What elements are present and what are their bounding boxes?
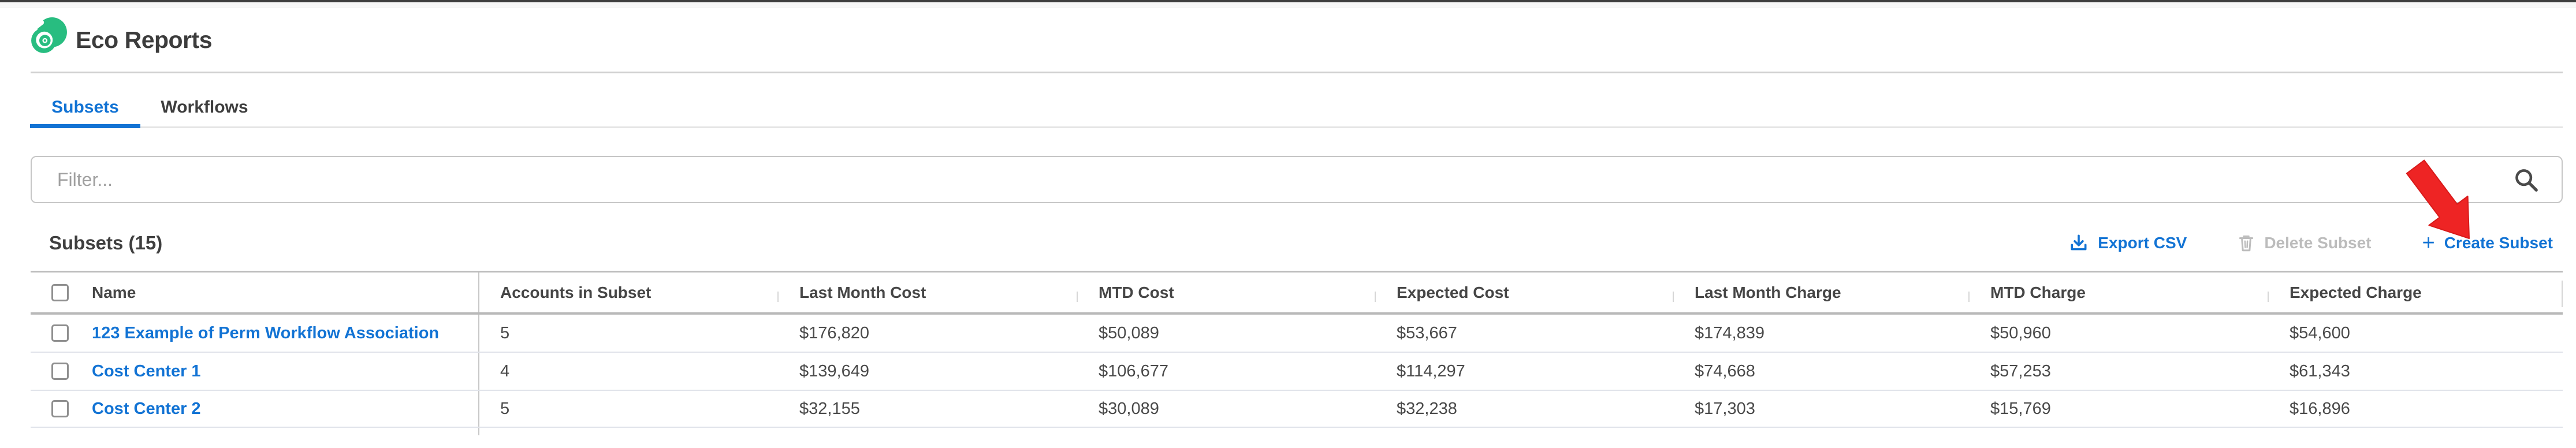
col-header-last-month-charge[interactable]: Last Month Charge xyxy=(1673,283,1968,302)
cell-expected-cost: $53,667 xyxy=(1397,323,1457,342)
search-icon[interactable] xyxy=(2513,167,2540,193)
tab-subsets[interactable]: Subsets xyxy=(51,98,119,117)
delete-subset-label: Delete Subset xyxy=(2264,234,2372,252)
col-header-expected-charge[interactable]: Expected Charge xyxy=(2268,283,2563,302)
subset-name-link[interactable]: 123 Example of Perm Workflow Association xyxy=(92,323,440,342)
page-title: Eco Reports xyxy=(76,27,213,53)
cell-mtd-cost: $30,089 xyxy=(1099,399,1159,418)
cell-mtd-charge: $50,960 xyxy=(1990,323,2051,342)
tab-workflows[interactable]: Workflows xyxy=(161,98,248,117)
cell-last-month-cost: $139,649 xyxy=(799,361,869,380)
col-header-name[interactable]: Name xyxy=(92,283,136,301)
cell-mtd-cost: $50,089 xyxy=(1099,323,1159,342)
col-header-last-month-cost[interactable]: Last Month Cost xyxy=(777,283,1077,302)
create-subset-button[interactable]: + Create Subset xyxy=(2422,231,2553,255)
cell-accounts: 4 xyxy=(500,361,510,380)
cell-last-month-charge: $174,839 xyxy=(1695,323,1765,342)
col-header-expected-cost[interactable]: Expected Cost xyxy=(1375,283,1673,302)
cell-accounts: 5 xyxy=(500,323,510,342)
trash-icon xyxy=(2239,235,2254,252)
name-column-divider xyxy=(478,272,479,435)
cell-expected-cost: $32,238 xyxy=(1397,399,1457,418)
cell-last-month-charge: $17,303 xyxy=(1695,399,1755,418)
active-tab-indicator xyxy=(30,124,140,128)
subset-name-link[interactable]: Cost Center 2 xyxy=(92,399,201,418)
row-checkbox[interactable] xyxy=(51,324,69,342)
table-row: Cost Center 2 5 $32,155 $30,089 $32,238 … xyxy=(31,391,2563,428)
table-row: Cost Center 1 4 $139,649 $106,677 $114,2… xyxy=(31,353,2563,391)
cell-expected-cost: $114,297 xyxy=(1397,361,1465,380)
subsets-table: Name Accounts in Subset Last Month Cost … xyxy=(31,271,2563,435)
header-divider xyxy=(31,72,2563,73)
section-title: Subsets (15) xyxy=(49,232,163,253)
select-all-checkbox[interactable] xyxy=(51,283,69,301)
delete-subset-button[interactable]: Delete Subset xyxy=(2238,233,2372,253)
cell-expected-charge: $16,896 xyxy=(2290,399,2350,418)
download-icon xyxy=(2071,234,2087,251)
window-top-strip xyxy=(0,0,2576,8)
row-checkbox[interactable] xyxy=(51,400,69,417)
col-header-mtd-charge[interactable]: MTD Charge xyxy=(1968,283,2268,302)
cell-expected-charge: $61,343 xyxy=(2290,361,2350,380)
table-header-row: Name Accounts in Subset Last Month Cost … xyxy=(31,272,2563,315)
tabbar-line xyxy=(31,126,2563,128)
export-csv-label: Export CSV xyxy=(2098,234,2187,252)
cell-expected-charge: $54,600 xyxy=(2290,323,2350,342)
eco-logo-icon xyxy=(30,17,67,53)
cell-last-month-cost: $32,155 xyxy=(799,399,860,418)
col-header-accounts[interactable]: Accounts in Subset xyxy=(500,283,652,301)
cell-mtd-cost: $106,677 xyxy=(1099,361,1168,380)
filter-field[interactable] xyxy=(31,156,2563,203)
table-row: 123 Example of Perm Workflow Association… xyxy=(31,315,2563,353)
row-checkbox[interactable] xyxy=(51,363,69,380)
filter-input[interactable] xyxy=(32,157,2562,202)
table-actions: Export CSV Delete Subset + Create Subset xyxy=(2069,229,2553,257)
cell-mtd-charge: $57,253 xyxy=(1990,361,2051,380)
cell-last-month-charge: $74,668 xyxy=(1695,361,1755,380)
plus-icon: + xyxy=(2422,231,2435,255)
create-subset-label: Create Subset xyxy=(2444,234,2553,252)
col-header-mtd-cost[interactable]: MTD Cost xyxy=(1077,283,1375,302)
cell-accounts: 5 xyxy=(500,399,510,418)
cell-last-month-cost: $176,820 xyxy=(799,323,869,342)
subset-name-link[interactable]: Cost Center 1 xyxy=(92,361,201,380)
cell-mtd-charge: $15,769 xyxy=(1990,399,2051,418)
export-csv-button[interactable]: Export CSV xyxy=(2069,233,2187,253)
